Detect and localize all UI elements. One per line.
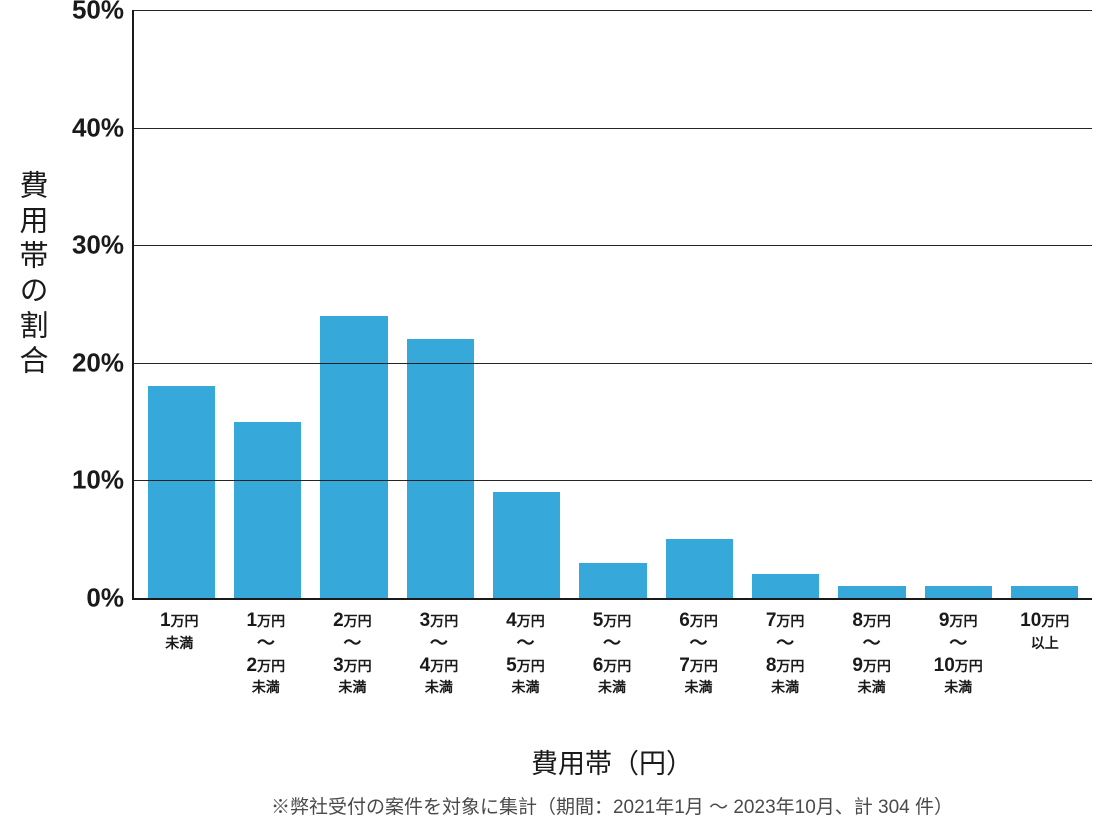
bar [407, 339, 474, 598]
x-tick-label: 5万円〜6万円未満 [593, 608, 632, 697]
bar-slot [1002, 586, 1088, 598]
gridline [134, 480, 1092, 481]
x-label-slot: 1万円未満 [136, 608, 223, 697]
cost-distribution-chart: 費用帯の割合 0%10%20%30%40%50% 1万円未満1万円〜2万円未満2… [0, 0, 1116, 828]
x-label-slot: 7万円〜8万円未満 [742, 608, 829, 697]
bar [493, 492, 560, 598]
bar-slot [656, 539, 742, 598]
x-label-slot: 4万円〜5万円未満 [482, 608, 569, 697]
bar-slot [138, 386, 224, 598]
x-tick-label: 6万円〜7万円未満 [679, 608, 718, 697]
y-tick-label: 50% [72, 0, 134, 26]
y-tick-label: 20% [72, 347, 134, 378]
x-tick-label: 1万円〜2万円未満 [247, 608, 286, 697]
bar-slot [483, 492, 569, 598]
chart-footnote: ※弊社受付の案件を対象に集計（期間：2021年1月 ～ 2023年10月、計 3… [132, 792, 1092, 819]
bar [925, 586, 992, 598]
x-label-slot: 9万円〜10万円未満 [915, 608, 1002, 697]
x-axis-title: 費用帯（円） [132, 742, 1092, 781]
y-tick-label: 30% [72, 230, 134, 261]
x-label-slot: 3万円〜4万円未満 [396, 608, 483, 697]
gridline [134, 245, 1092, 246]
y-tick-label: 0% [86, 583, 134, 614]
bar-slot [311, 316, 397, 598]
y-tick-label: 10% [72, 465, 134, 496]
x-tick-label: 8万円〜9万円未満 [852, 608, 891, 697]
bar [148, 386, 215, 598]
y-axis-title: 費用帯の割合 [10, 170, 52, 380]
bar [320, 316, 387, 598]
bar [1011, 586, 1078, 598]
bars-container [134, 10, 1092, 598]
bar-slot [397, 339, 483, 598]
x-label-slot: 6万円〜7万円未満 [655, 608, 742, 697]
x-label-slot: 8万円〜9万円未満 [828, 608, 915, 697]
x-label-slot: 1万円〜2万円未満 [223, 608, 310, 697]
gridline [134, 10, 1092, 11]
x-tick-label: 1万円未満 [160, 608, 199, 697]
plot-area: 0%10%20%30%40%50% [132, 10, 1092, 600]
bar [579, 563, 646, 598]
x-tick-label: 9万円〜10万円未満 [934, 608, 983, 697]
x-label-slot: 10万円以上 [1001, 608, 1088, 697]
y-tick-label: 40% [72, 112, 134, 143]
bar-slot [915, 586, 1001, 598]
x-label-slot: 5万円〜6万円未満 [569, 608, 656, 697]
x-label-slot: 2万円〜3万円未満 [309, 608, 396, 697]
gridline [134, 128, 1092, 129]
x-tick-label: 4万円〜5万円未満 [506, 608, 545, 697]
bar-slot [743, 574, 829, 598]
bar [838, 586, 905, 598]
bar-slot [829, 586, 915, 598]
bar [234, 422, 301, 598]
gridline [134, 363, 1092, 364]
x-tick-label: 10万円以上 [1020, 608, 1069, 697]
x-axis-labels: 1万円未満 1万円〜2万円未満 2万円〜3万円未満 3万円〜4万円未満 4万円〜5万円未… [132, 608, 1092, 697]
x-tick-label: 7万円〜8万円未満 [766, 608, 805, 697]
bar [666, 539, 733, 598]
x-tick-label: 2万円〜3万円未満 [333, 608, 372, 697]
x-tick-label: 3万円〜4万円未満 [420, 608, 459, 697]
bar-slot [224, 422, 310, 598]
bar-slot [570, 563, 656, 598]
bar [752, 574, 819, 598]
